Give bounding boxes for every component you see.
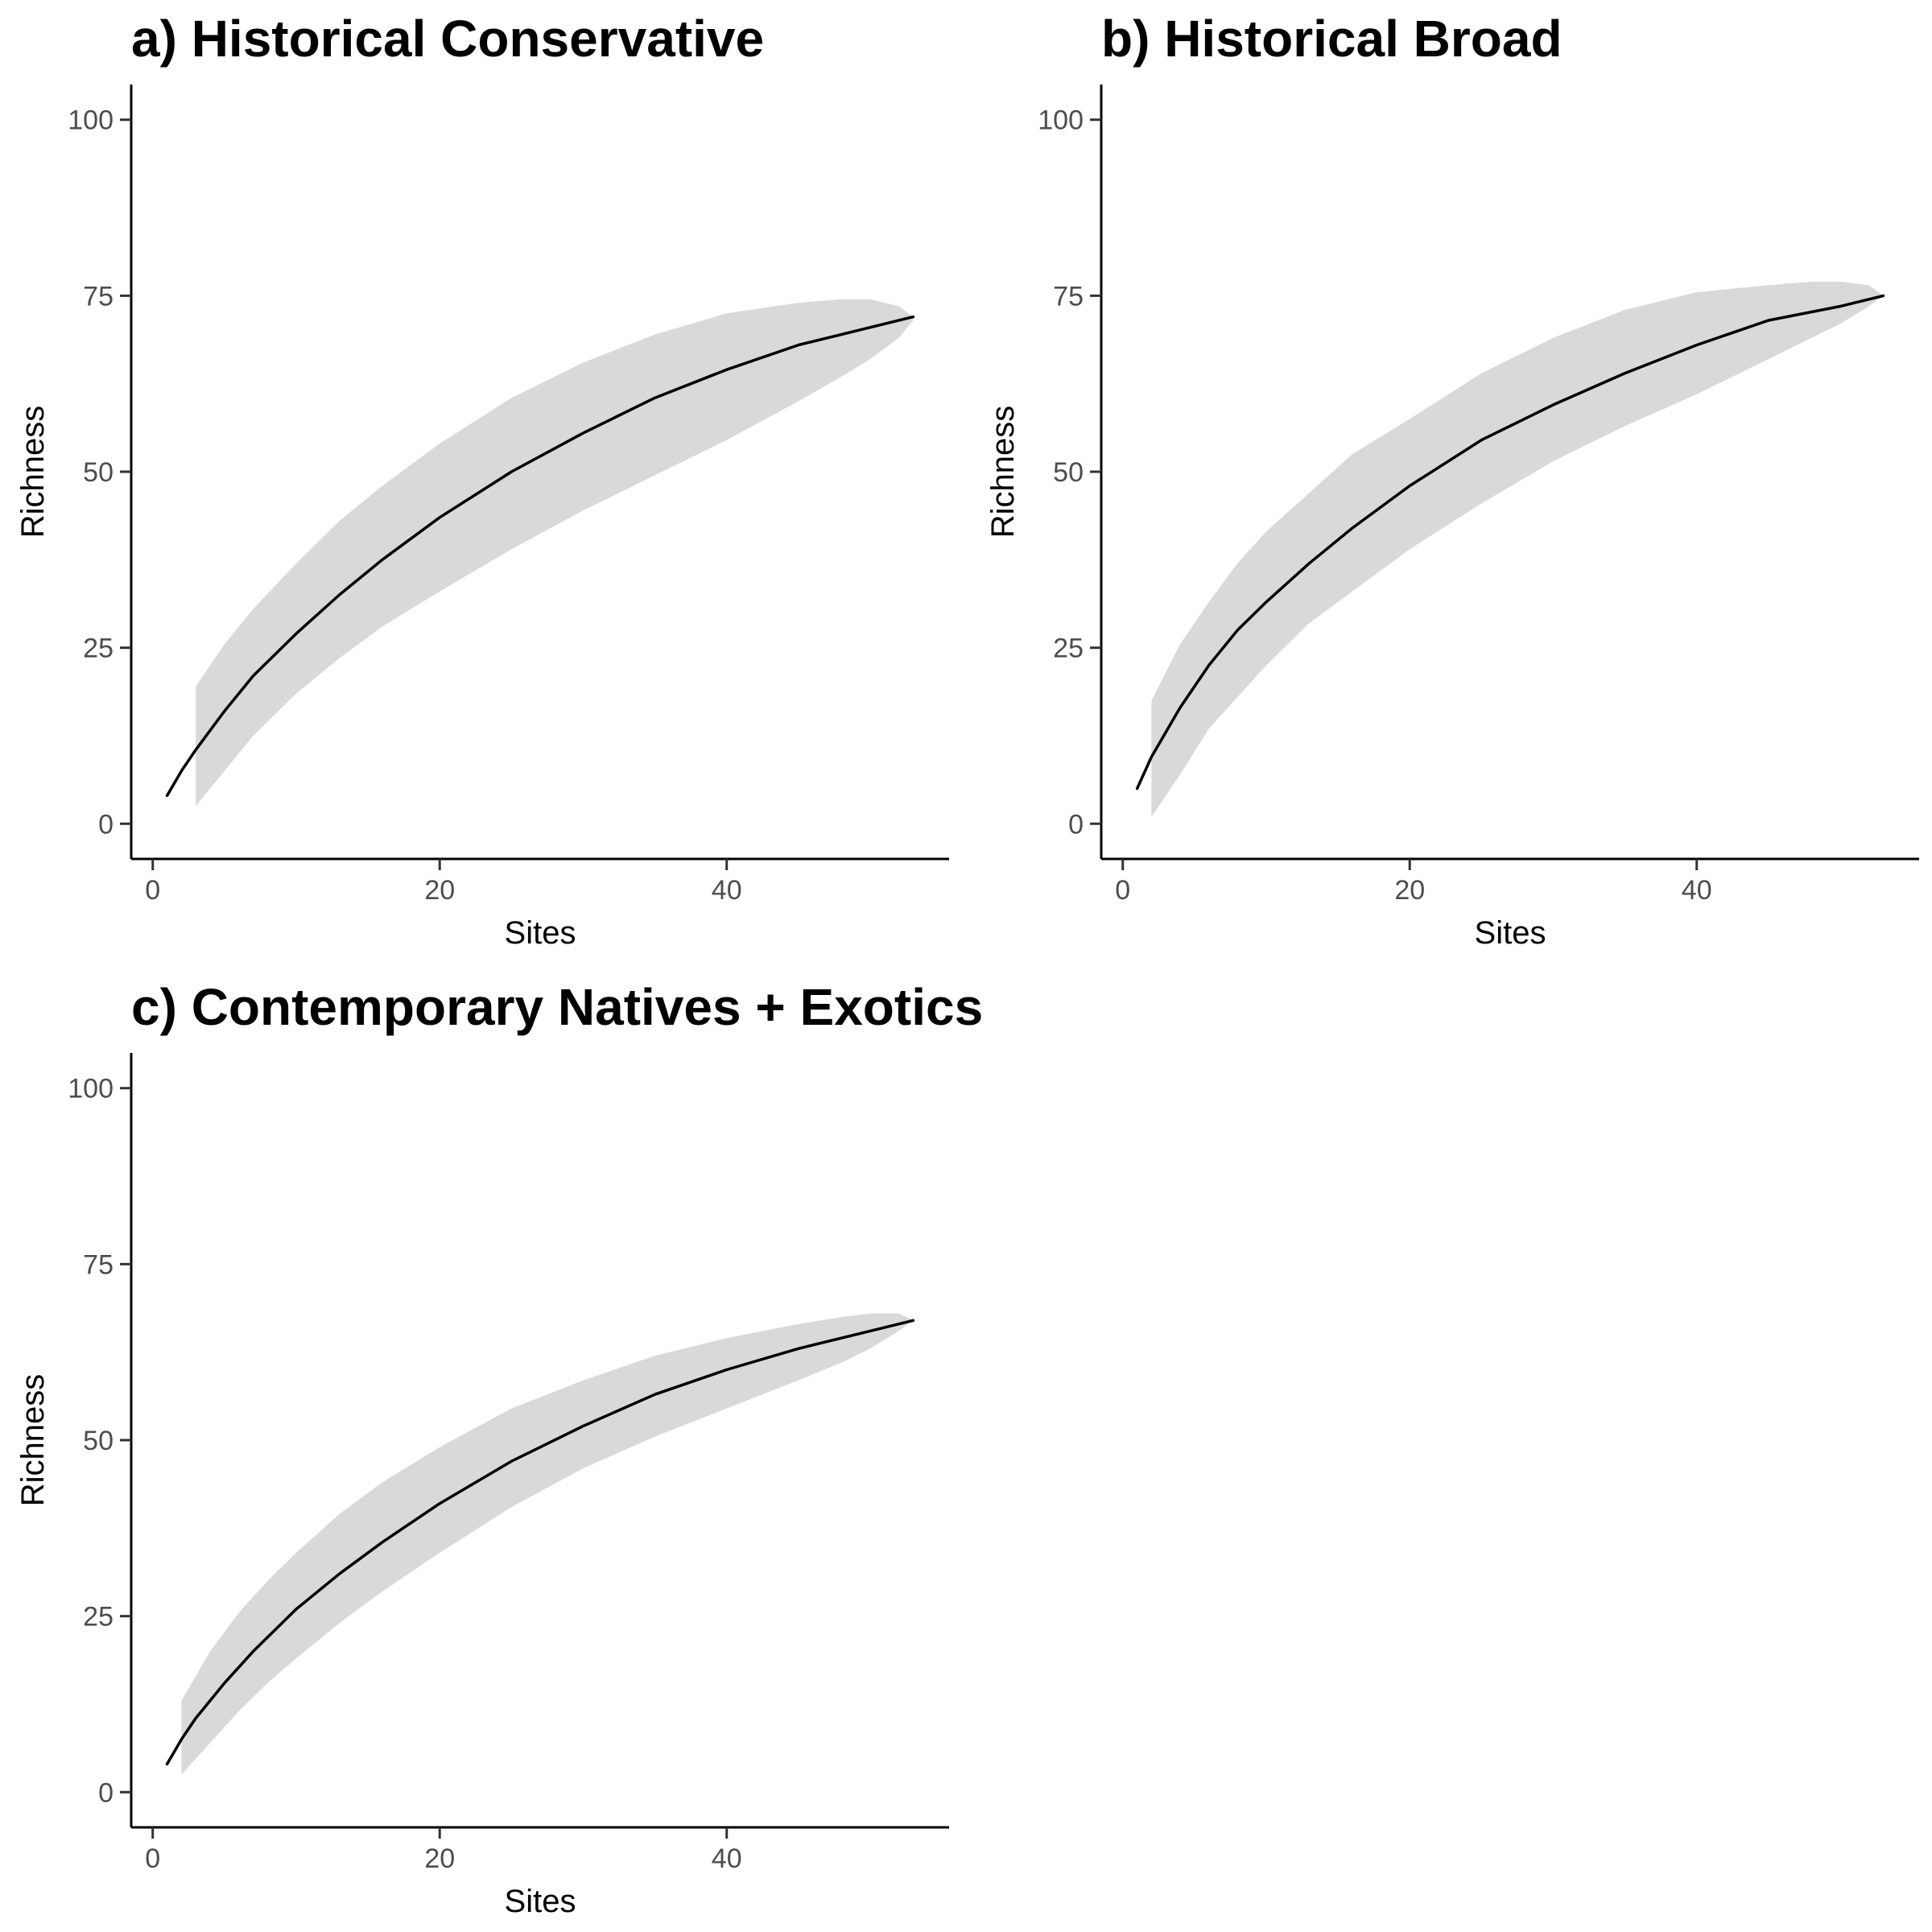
panel-c-y-tick-label-3: 75 [83, 1249, 114, 1280]
panel-a-y-ticks: 0 25 50 75 100 [68, 105, 131, 840]
panel-a-x-tick-label-1: 20 [424, 875, 455, 906]
panel-a-y-axis-title: Richness [15, 406, 51, 539]
panel-a-y-tick-label-1: 25 [83, 634, 114, 664]
panel-b-plot [1135, 281, 1885, 817]
panel-c-rarefaction-curve [165, 1319, 915, 1766]
panel-c-plot [165, 1313, 915, 1775]
panel-c-x-axis-title: Sites [505, 1884, 576, 1919]
panel-c-y-tick-label-2: 50 [83, 1426, 114, 1456]
panel-b-x-ticks: 0 20 40 [1115, 859, 1712, 906]
panel-b-x-tick-label-1: 20 [1394, 875, 1425, 906]
panel-c-x-tick-label-2: 40 [712, 1843, 742, 1874]
panel-b-x-tick-label-0: 0 [1115, 875, 1130, 906]
panel-a-x-ticks: 0 20 40 [145, 859, 742, 906]
panel-a: a) Historical Conservative 0 20 40 0 25 … [15, 10, 949, 951]
panel-b-y-ticks: 0 25 50 75 100 [1038, 105, 1101, 840]
panel-c-confidence-band [181, 1313, 914, 1775]
panel-a-x-tick-label-2: 40 [712, 875, 742, 906]
panel-b-x-tick-label-2: 40 [1682, 875, 1712, 906]
panel-c-y-tick-label-0: 0 [98, 1777, 114, 1808]
panel-c-y-tick-label-4: 100 [68, 1074, 114, 1104]
panel-c-y-axis-title: Richness [15, 1374, 51, 1507]
panel-b-y-axis-title: Richness [985, 406, 1021, 539]
panel-a-plot [165, 299, 915, 807]
panel-a-y-tick-label-3: 75 [83, 281, 114, 312]
panel-a-x-tick-label-0: 0 [145, 875, 160, 906]
panel-b-rarefaction-curve [1135, 294, 1885, 791]
panel-a-confidence-band [196, 299, 914, 807]
panel-b-y-tick-label-3: 75 [1053, 281, 1084, 312]
panel-b-y-tick-label-0: 0 [1068, 809, 1084, 840]
panel-b-y-tick-label-4: 100 [1038, 105, 1084, 136]
panel-a-y-tick-label-2: 50 [83, 457, 114, 488]
panel-c-x-tick-label-0: 0 [145, 1843, 160, 1874]
panel-a-title: a) Historical Conservative [131, 10, 764, 68]
panel-b: b) Historical Broad 0 20 40 0 25 50 75 1… [985, 10, 1919, 951]
panel-a-x-axis-title: Sites [505, 915, 576, 951]
panel-a-y-tick-label-0: 0 [98, 809, 114, 840]
panel-c-y-ticks: 0 25 50 75 100 [68, 1074, 131, 1808]
panel-c: c) Contemporary Natives + Exotics 0 20 4… [15, 978, 983, 1919]
panel-c-x-tick-label-1: 20 [424, 1843, 455, 1874]
panel-c-y-tick-label-1: 25 [83, 1602, 114, 1633]
panel-b-confidence-band [1151, 281, 1884, 817]
panel-b-y-tick-label-1: 25 [1053, 634, 1084, 664]
panel-a-y-tick-label-4: 100 [68, 105, 114, 136]
panel-c-x-ticks: 0 20 40 [145, 1827, 742, 1874]
panel-c-title: c) Contemporary Natives + Exotics [131, 978, 983, 1036]
panel-a-rarefaction-curve [165, 315, 915, 798]
panel-b-y-tick-label-2: 50 [1053, 457, 1084, 488]
panel-b-title: b) Historical Broad [1101, 10, 1563, 68]
panel-b-x-axis-title: Sites [1475, 915, 1546, 951]
